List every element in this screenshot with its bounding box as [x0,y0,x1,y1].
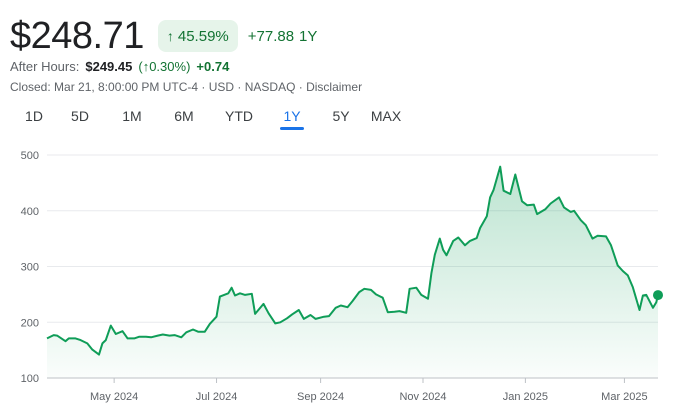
x-tick-label: Nov 2024 [399,391,446,403]
open-paren: ( [138,59,143,74]
x-tick-label: Sep 2024 [297,391,344,403]
tab-ytd[interactable]: YTD [225,108,253,124]
x-axis-ticks: May 2024 Jul 2024 Sep 2024 Nov 2024 Jan 2025… [90,378,648,403]
tab-5y[interactable]: 5Y [332,108,350,124]
tab-6m[interactable]: 6M [174,108,194,124]
y-axis-labels: 100 200 300 400 500 [21,150,39,385]
market-status: Closed: Mar 21, 8:00:00 PM UTC-4 · USD ·… [10,80,363,94]
price-line [46,165,659,356]
x-tick-label: Jul 2024 [196,391,238,403]
price-area [47,166,658,378]
x-tick-label: Jan 2025 [503,391,548,403]
tab-1d[interactable]: 1D [25,108,43,124]
range-tabs: 1D 5D 1M 6M YTD 1Y 5Y MAX [14,106,406,130]
y-tick-label: 500 [21,150,39,162]
y-tick-label: 400 [21,206,39,218]
x-tick-label: Mar 2025 [601,391,647,403]
current-price: $248.71 [10,15,144,57]
close-paren: ) [186,59,191,74]
change-percent-badge: ↑ 45.59% [157,20,238,52]
tab-1y[interactable]: 1Y [268,106,316,130]
arrow-up-icon: ↑ [142,59,150,74]
price-chart: 100 200 300 400 500 May 2024 Jul 2024 Sep 2024… [21,150,663,403]
after-hours-percent-group: (↑0.30%) [138,59,190,74]
change-percent: 45.59% [177,27,229,45]
after-hours-row: After Hours: $249.45 (↑0.30%) +0.74 [10,59,229,74]
after-hours-price: $249.45 [85,59,133,74]
y-tick-label: 300 [21,262,39,274]
latest-price-dot[interactable] [653,290,663,301]
arrow-up-icon: ↑ [166,28,174,44]
after-hours-change: +0.74 [196,59,230,74]
y-tick-label: 200 [21,317,39,329]
after-hours-label: After Hours: [10,59,80,74]
tab-1m[interactable]: 1M [122,108,142,124]
change-absolute: +77.88 [247,27,295,45]
tab-5d[interactable]: 5D [71,108,89,124]
y-tick-label: 100 [21,373,39,385]
tab-max[interactable]: MAX [370,108,402,124]
x-tick-label: May 2024 [90,391,138,403]
quote-header: $248.71 ↑ 45.59% +77.88 1Y [10,14,317,58]
after-hours-percent: 0.30% [149,59,187,74]
change-absolute-group: +77.88 1Y [248,28,318,45]
change-period: 1Y [299,27,318,45]
